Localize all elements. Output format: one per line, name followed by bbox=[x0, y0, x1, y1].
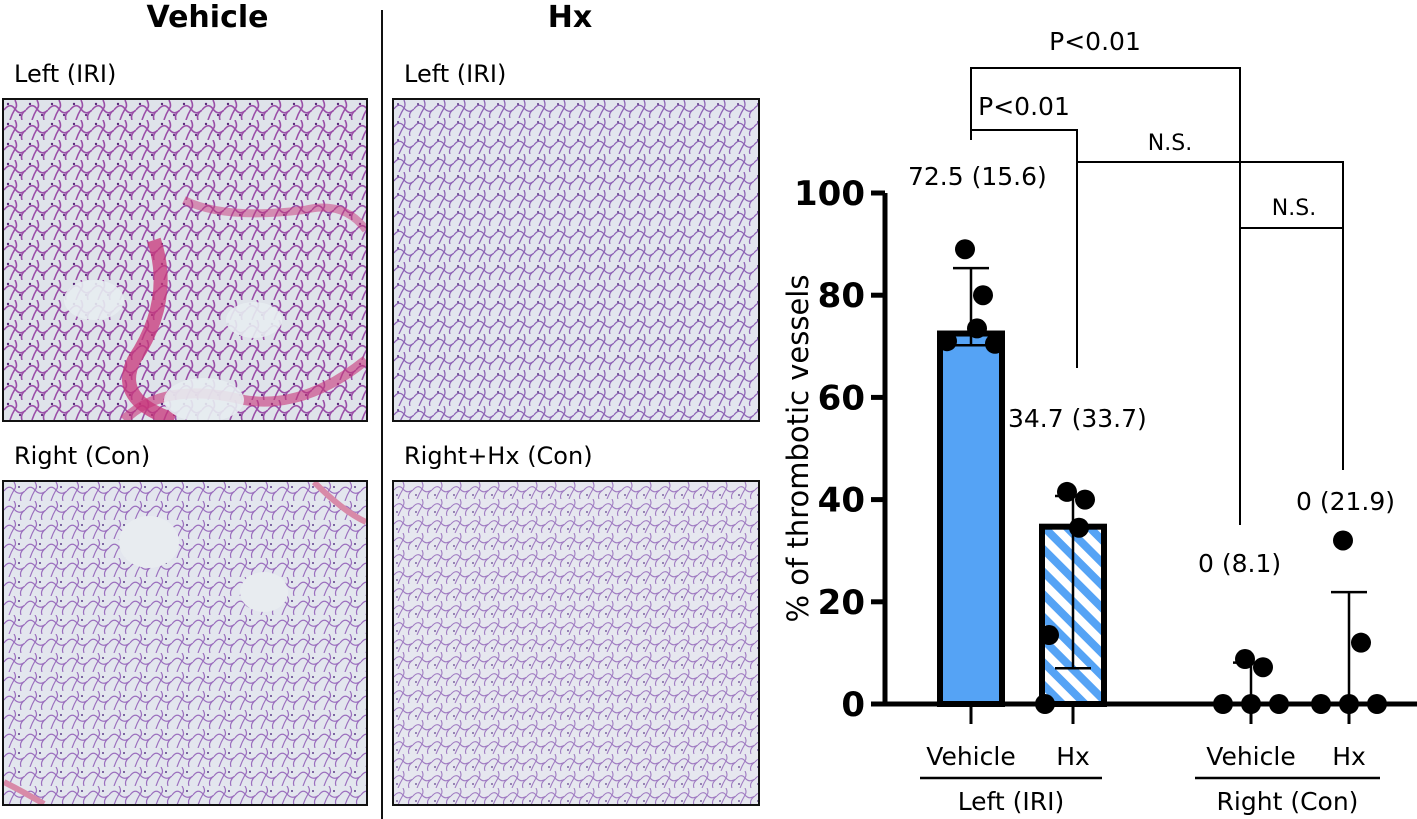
group-label: Right (Con) bbox=[1217, 787, 1359, 816]
panel-label-vehicle-left: Left (IRI) bbox=[14, 60, 117, 88]
significance-label: P<0.01 bbox=[978, 92, 1070, 121]
significance-label: N.S. bbox=[1148, 131, 1192, 156]
hx-column-title: Hx bbox=[547, 0, 593, 35]
data-point bbox=[1057, 481, 1077, 502]
data-point bbox=[1075, 489, 1095, 510]
micrograph-vehicle-right bbox=[2, 480, 368, 806]
significance-bracket bbox=[970, 67, 1241, 525]
data-point bbox=[985, 333, 1005, 354]
x-tick-label: Hx bbox=[1332, 742, 1366, 771]
micrograph-hx-right-image bbox=[394, 482, 758, 804]
group-label: Left (IRI) bbox=[958, 787, 1065, 816]
data-point bbox=[955, 239, 975, 260]
y-tick-label: 80 bbox=[818, 276, 865, 316]
panel-label-hx-right: Right+Hx (Con) bbox=[404, 442, 593, 470]
micrograph-vehicle-left bbox=[2, 98, 368, 422]
x-tick-label: Vehicle bbox=[926, 742, 1015, 771]
panel-label-hx-left: Left (IRI) bbox=[404, 60, 507, 88]
micrograph-vehicle-left-image bbox=[4, 100, 366, 420]
significance-label: P<0.01 bbox=[1049, 27, 1141, 56]
value-annotation: 0 (8.1) bbox=[1198, 549, 1281, 578]
data-point bbox=[1269, 694, 1289, 714]
micrograph-hx-left-image bbox=[394, 100, 758, 420]
column-divider bbox=[381, 10, 383, 819]
x-tick-label: Hx bbox=[1056, 742, 1090, 771]
data-point bbox=[1213, 694, 1233, 714]
significance-bracket bbox=[971, 129, 1078, 368]
data-point bbox=[1069, 517, 1089, 538]
y-tick-label: 100 bbox=[794, 174, 865, 214]
data-point bbox=[1253, 657, 1273, 678]
micrograph-hx-left bbox=[392, 98, 760, 422]
micrograph-vehicle-right-image bbox=[4, 482, 366, 804]
data-point bbox=[1351, 632, 1371, 653]
y-tick-label: 60 bbox=[818, 378, 865, 418]
data-point bbox=[1039, 625, 1059, 646]
micrograph-hx-right bbox=[392, 480, 760, 806]
y-tick-label: 0 bbox=[841, 685, 865, 725]
data-point bbox=[1311, 694, 1331, 714]
panel-label-vehicle-right: Right (Con) bbox=[14, 442, 151, 470]
y-tick-label: 20 bbox=[818, 583, 865, 623]
bar bbox=[937, 330, 1005, 707]
thrombotic-vessels-chart: 0 20 40 60 80 100 % of thrombotic vessels 72.5 … bbox=[781, 27, 1417, 816]
data-point bbox=[1333, 530, 1353, 551]
value-annotation: 34.7 (33.7) bbox=[1008, 404, 1147, 433]
vehicle-column-title: Vehicle bbox=[146, 0, 269, 35]
significance-bracket bbox=[1077, 161, 1344, 470]
data-point bbox=[967, 318, 987, 339]
x-tick-label: Vehicle bbox=[1206, 742, 1295, 771]
significance-label: N.S. bbox=[1272, 196, 1316, 221]
value-annotation: 0 (21.9) bbox=[1296, 487, 1395, 516]
data-point bbox=[937, 331, 957, 352]
value-annotation: 72.5 (15.6) bbox=[908, 162, 1047, 191]
y-axis-label: % of thrombotic vessels bbox=[781, 275, 815, 623]
data-point bbox=[973, 285, 993, 306]
data-point bbox=[1235, 649, 1255, 670]
data-point bbox=[1367, 694, 1387, 714]
data-point bbox=[1035, 694, 1055, 714]
y-tick-label: 40 bbox=[818, 481, 865, 521]
